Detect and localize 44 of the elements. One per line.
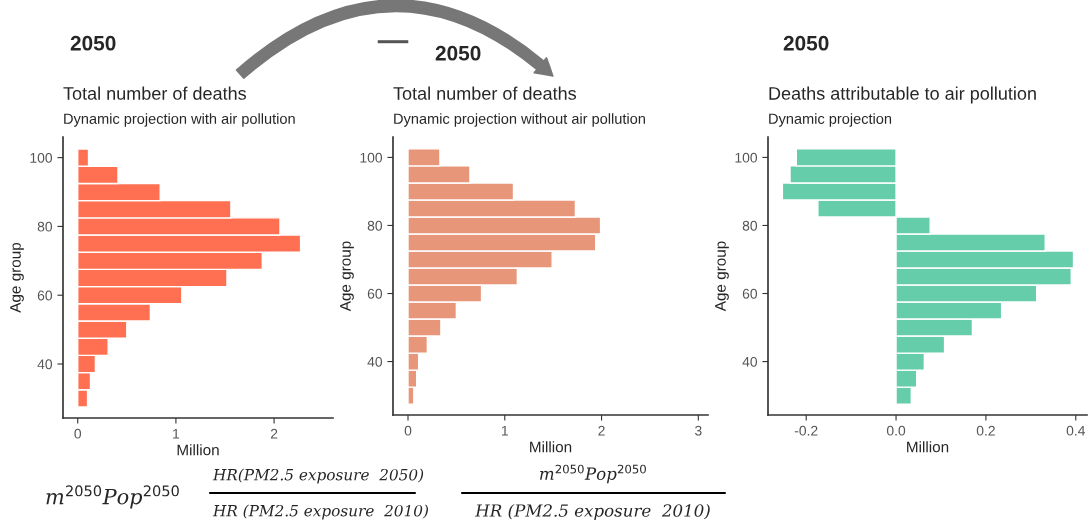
text: 2050	[70, 35, 116, 51]
y-tick-label: 40	[367, 356, 383, 367]
chart-title: Total number of deaths	[63, 86, 247, 100]
x-tick-label: 0	[74, 428, 82, 439]
y-tick-label: 40	[37, 359, 53, 370]
y-tick-label: 60	[742, 288, 758, 299]
text: 2050	[66, 485, 102, 497]
x-axis-title: Million	[907, 441, 949, 453]
y-tick-label: 60	[367, 288, 383, 299]
y-tick-label: 100	[735, 152, 758, 163]
text: 2050	[435, 45, 481, 61]
x-tick-label: 2	[270, 428, 278, 439]
y-tick-label: 60	[37, 290, 53, 301]
chart-subtitle: Dynamic projection	[769, 113, 892, 127]
y-tick-label: 100	[30, 152, 53, 163]
x-tick-label: -0.2	[794, 425, 818, 436]
chart-title: Total number of deaths	[393, 86, 577, 100]
text: HR (PM2.5 exposure 2010)	[212, 504, 428, 520]
y-tick-label: 80	[367, 220, 383, 231]
y-tick-label: 80	[742, 220, 758, 231]
y-axis-title: Age group	[340, 241, 354, 312]
x-tick-label: 1	[501, 425, 508, 436]
x-tick-label: 0.0	[886, 425, 906, 436]
chart-subtitle: Dynamic projection without air pollution	[394, 113, 645, 127]
x-axis-title: Million	[177, 444, 219, 456]
x-axis-title: Million	[530, 441, 572, 453]
text: —	[377, 40, 409, 44]
x-tick-label: 2	[598, 425, 605, 436]
y-tick-label: 80	[37, 221, 53, 232]
y-axis-title: Age group	[715, 241, 729, 312]
chart-title: Deaths attributable to air pollution	[769, 86, 1036, 104]
y-tick-label: 100	[360, 152, 383, 163]
x-tick-label: 0	[404, 425, 412, 436]
text: 2050	[783, 35, 829, 51]
y-axis-title: Age group	[10, 242, 24, 313]
text: m$^{2050}$Pop$^{2050}$	[540, 464, 646, 484]
x-tick-label: 0.2	[976, 425, 995, 436]
text: HR(PM2.5 exposure 2050)	[212, 468, 424, 484]
x-tick-label: 1	[173, 428, 180, 439]
chart-subtitle: Dynamic projection with air pollution	[64, 113, 295, 127]
x-tick-label: 3	[694, 425, 702, 436]
x-tick-label: 0.4	[1066, 425, 1086, 436]
text: HR (PM2.5 exposure 2010)	[474, 503, 710, 521]
y-tick-label: 40	[742, 356, 758, 367]
